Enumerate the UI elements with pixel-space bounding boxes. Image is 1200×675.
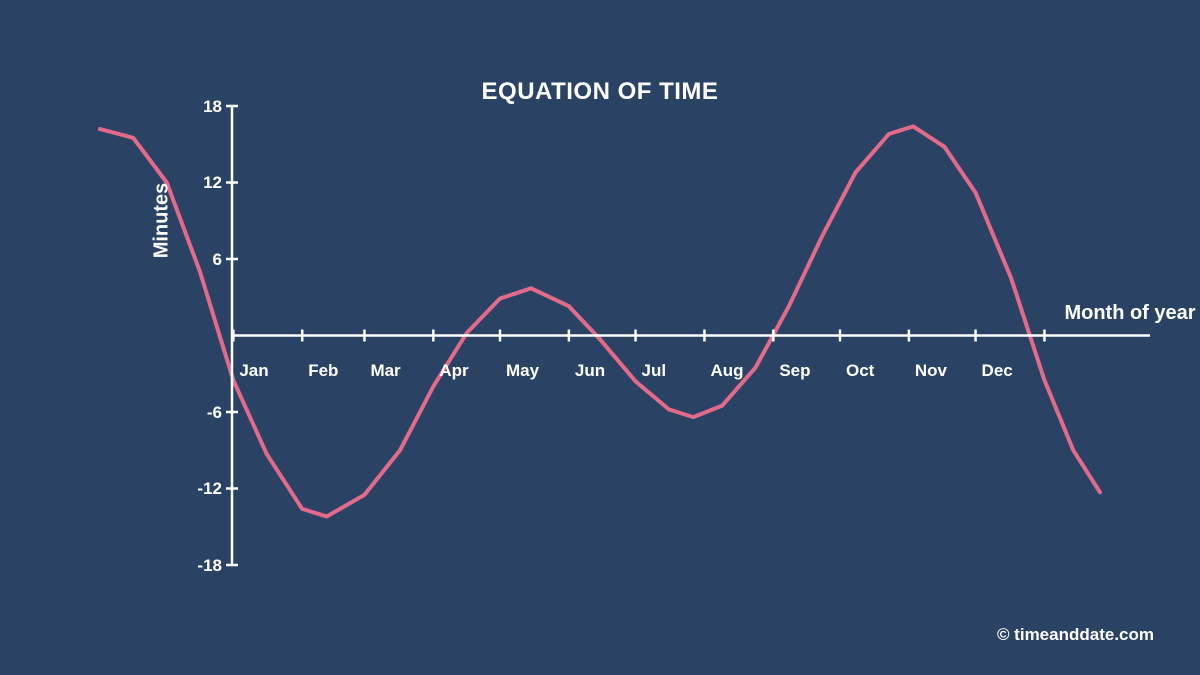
- y-tick-label: -12: [197, 479, 222, 499]
- attribution-text: © timeanddate.com: [997, 625, 1154, 645]
- x-tick-label: Jan: [239, 361, 268, 381]
- x-tick-label: Jun: [575, 361, 605, 381]
- y-tick-label: -6: [207, 403, 222, 423]
- x-tick-label: Nov: [915, 361, 947, 381]
- x-tick-label: Feb: [308, 361, 338, 381]
- x-tick-label: Oct: [846, 361, 874, 381]
- y-axis-label: Minutes: [151, 160, 174, 280]
- y-tick-label: 18: [203, 97, 222, 117]
- y-tick-label: 12: [203, 173, 222, 193]
- x-tick-label: Dec: [982, 361, 1013, 381]
- y-tick-label: 6: [213, 250, 222, 270]
- x-tick-label: Jul: [642, 361, 667, 381]
- x-tick-label: May: [506, 361, 539, 381]
- equation-of-time-curve: [100, 126, 1100, 516]
- y-tick-label: -18: [197, 556, 222, 576]
- x-tick-label: Mar: [370, 361, 400, 381]
- x-tick-label: Sep: [779, 361, 810, 381]
- x-tick-label: Aug: [710, 361, 743, 381]
- x-tick-label: Apr: [439, 361, 468, 381]
- chart-stage: EQUATION OF TIME Minutes Month of year ©…: [0, 0, 1200, 675]
- chart-title: EQUATION OF TIME: [0, 78, 1200, 106]
- x-axis-label: Month of year: [1064, 302, 1195, 325]
